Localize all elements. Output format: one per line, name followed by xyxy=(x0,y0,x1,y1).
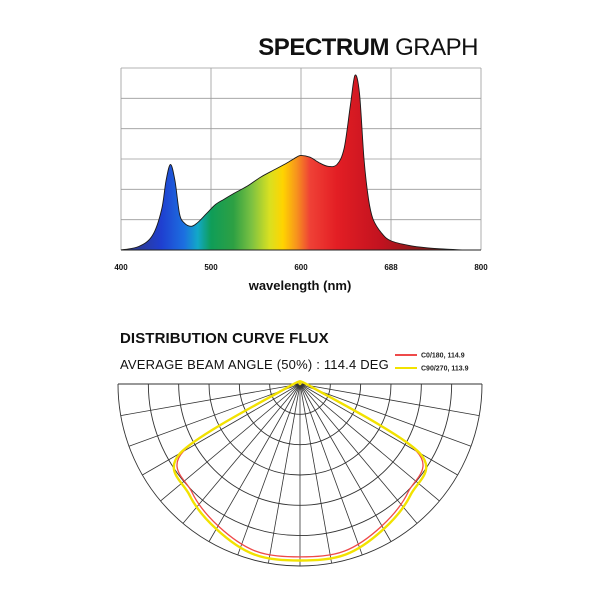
polar-series-1 xyxy=(172,380,428,562)
x-tick-label: 600 xyxy=(294,263,308,272)
x-tick-label: 688 xyxy=(384,263,398,272)
polar-spoke xyxy=(299,383,418,524)
polar-spoke xyxy=(299,383,480,416)
polar-spoke xyxy=(160,383,301,502)
legend-label: C0/180, 114.9 xyxy=(421,353,465,360)
polar-spoke xyxy=(299,383,458,476)
spectrum-title-bold: SPECTRUM xyxy=(258,34,389,61)
polar-spoke xyxy=(208,383,301,542)
polar-spoke xyxy=(237,383,301,556)
polar-spoke xyxy=(142,383,301,476)
polar-spoke xyxy=(182,383,301,524)
x-tick-label: 500 xyxy=(204,263,218,272)
polar-spoke xyxy=(268,383,301,564)
x-tick-label: 400 xyxy=(114,263,128,272)
spectrum-title-light: GRAPH xyxy=(395,34,478,61)
polar-spoke xyxy=(128,383,301,447)
distribution-heading: DISTRIBUTION CURVE FLUX xyxy=(120,330,329,347)
polar-spoke xyxy=(299,383,332,564)
beam-angle-text: AVERAGE BEAM ANGLE (50%) : 114.4 DEG xyxy=(120,357,389,372)
legend-label: C90/270, 113.9 xyxy=(421,366,469,373)
polar-grid xyxy=(117,383,483,567)
spectrum-title: SPECTRUM GRAPH xyxy=(258,36,478,60)
spectrum-area xyxy=(120,74,464,251)
polar-legend: C0/180, 114.9 C90/270, 113.9 xyxy=(395,353,469,373)
polar-spoke xyxy=(299,383,392,542)
spectrum-chart: 400 500 600 688 800 xyxy=(114,67,488,272)
polar-spoke xyxy=(299,383,472,447)
polar-spoke xyxy=(299,383,363,556)
x-tick-label: 800 xyxy=(474,263,488,272)
polar-spoke xyxy=(299,383,440,502)
polar-spoke xyxy=(120,383,301,416)
spectrum-x-axis-label: wavelength (nm) xyxy=(248,278,352,293)
